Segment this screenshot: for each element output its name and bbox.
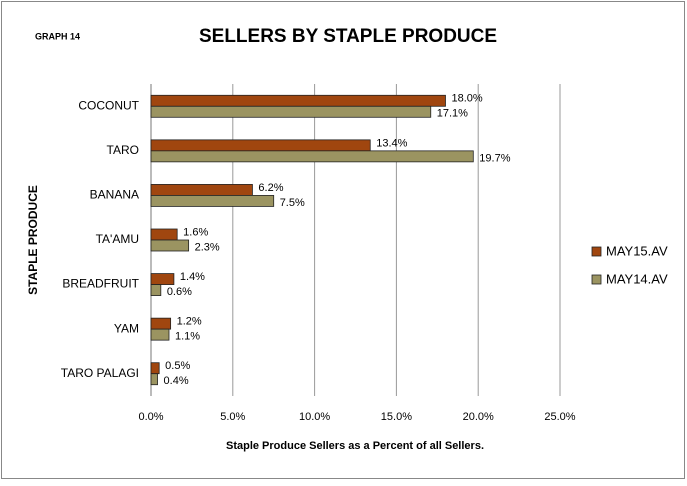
value-label: 1.6% [183,226,208,238]
y-tick-label: TARO [107,143,139,157]
x-tick-label: 25.0% [544,411,575,423]
x-tick-label: 20.0% [463,411,494,423]
y-tick-label: TA'AMU [96,232,139,246]
value-label: 1.1% [175,331,200,343]
bar [150,184,253,196]
value-label: 13.4% [376,137,407,149]
y-tick-label: YAM [114,321,139,335]
y-tick-label: COCONUT [78,98,139,112]
legend-swatch [591,274,602,285]
y-tick-label: BANANA [90,188,139,202]
y-axis-label: STAPLE PRODUCE [26,185,40,295]
value-label: 1.4% [180,271,205,283]
value-label: 0.4% [164,375,189,387]
legend-label: MAY15.AV [606,243,668,258]
value-label: 0.5% [165,360,190,372]
y-tick-label: BREADFRUIT [62,277,139,291]
bar [150,328,170,341]
bar [150,239,190,252]
bar [150,284,162,296]
value-label: 0.6% [167,286,192,298]
legend-swatch [591,246,602,257]
graph-label: GRAPH 14 [35,31,80,41]
value-label: 1.2% [177,316,202,328]
value-label: 18.0% [451,93,482,105]
x-tick-label: 15.0% [381,411,412,423]
legend-label: MAY14.AV [606,271,668,286]
value-label: 17.1% [437,108,468,120]
bar [150,139,371,152]
bar [150,105,432,118]
y-tick-label: TARO PALAGI [61,366,139,380]
bar [150,228,178,241]
bar [150,195,275,207]
bar [150,317,172,330]
bar [150,273,175,285]
bar [150,373,158,386]
bar [150,150,474,163]
x-tick-label: 5.0% [220,411,245,423]
value-label: 2.3% [195,241,220,253]
bar [150,94,446,107]
value-label: 19.7% [479,152,510,164]
x-axis-label: Staple Produce Sellers as a Percent of a… [226,440,484,452]
bar [150,362,160,375]
value-label: 7.5% [280,197,305,209]
x-tick-label: 10.0% [299,411,330,423]
x-tick-label: 0.0% [138,411,163,423]
chart-title: SELLERS BY STAPLE PRODUCE [199,26,497,47]
value-label: 6.2% [258,182,283,194]
frame [1,1,685,479]
